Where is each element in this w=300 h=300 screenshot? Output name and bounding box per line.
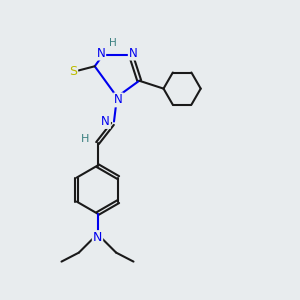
- Text: N: N: [101, 115, 110, 128]
- Text: N: N: [97, 46, 105, 60]
- Text: H: H: [109, 38, 117, 48]
- Text: N: N: [114, 93, 123, 106]
- Text: H: H: [81, 134, 89, 145]
- Text: N: N: [93, 231, 102, 244]
- Text: N: N: [129, 46, 137, 60]
- Text: S: S: [69, 65, 77, 78]
